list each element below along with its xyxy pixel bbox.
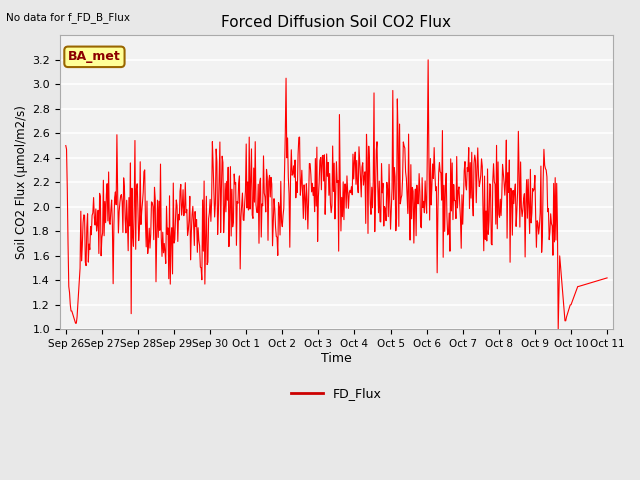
Title: Forced Diffusion Soil CO2 Flux: Forced Diffusion Soil CO2 Flux xyxy=(221,15,451,30)
Y-axis label: Soil CO2 Flux (μmol/m2/s): Soil CO2 Flux (μmol/m2/s) xyxy=(15,106,28,259)
Legend: FD_Flux: FD_Flux xyxy=(286,383,387,406)
Text: BA_met: BA_met xyxy=(68,50,121,63)
Text: No data for f_FD_B_Flux: No data for f_FD_B_Flux xyxy=(6,12,131,23)
X-axis label: Time: Time xyxy=(321,352,352,365)
